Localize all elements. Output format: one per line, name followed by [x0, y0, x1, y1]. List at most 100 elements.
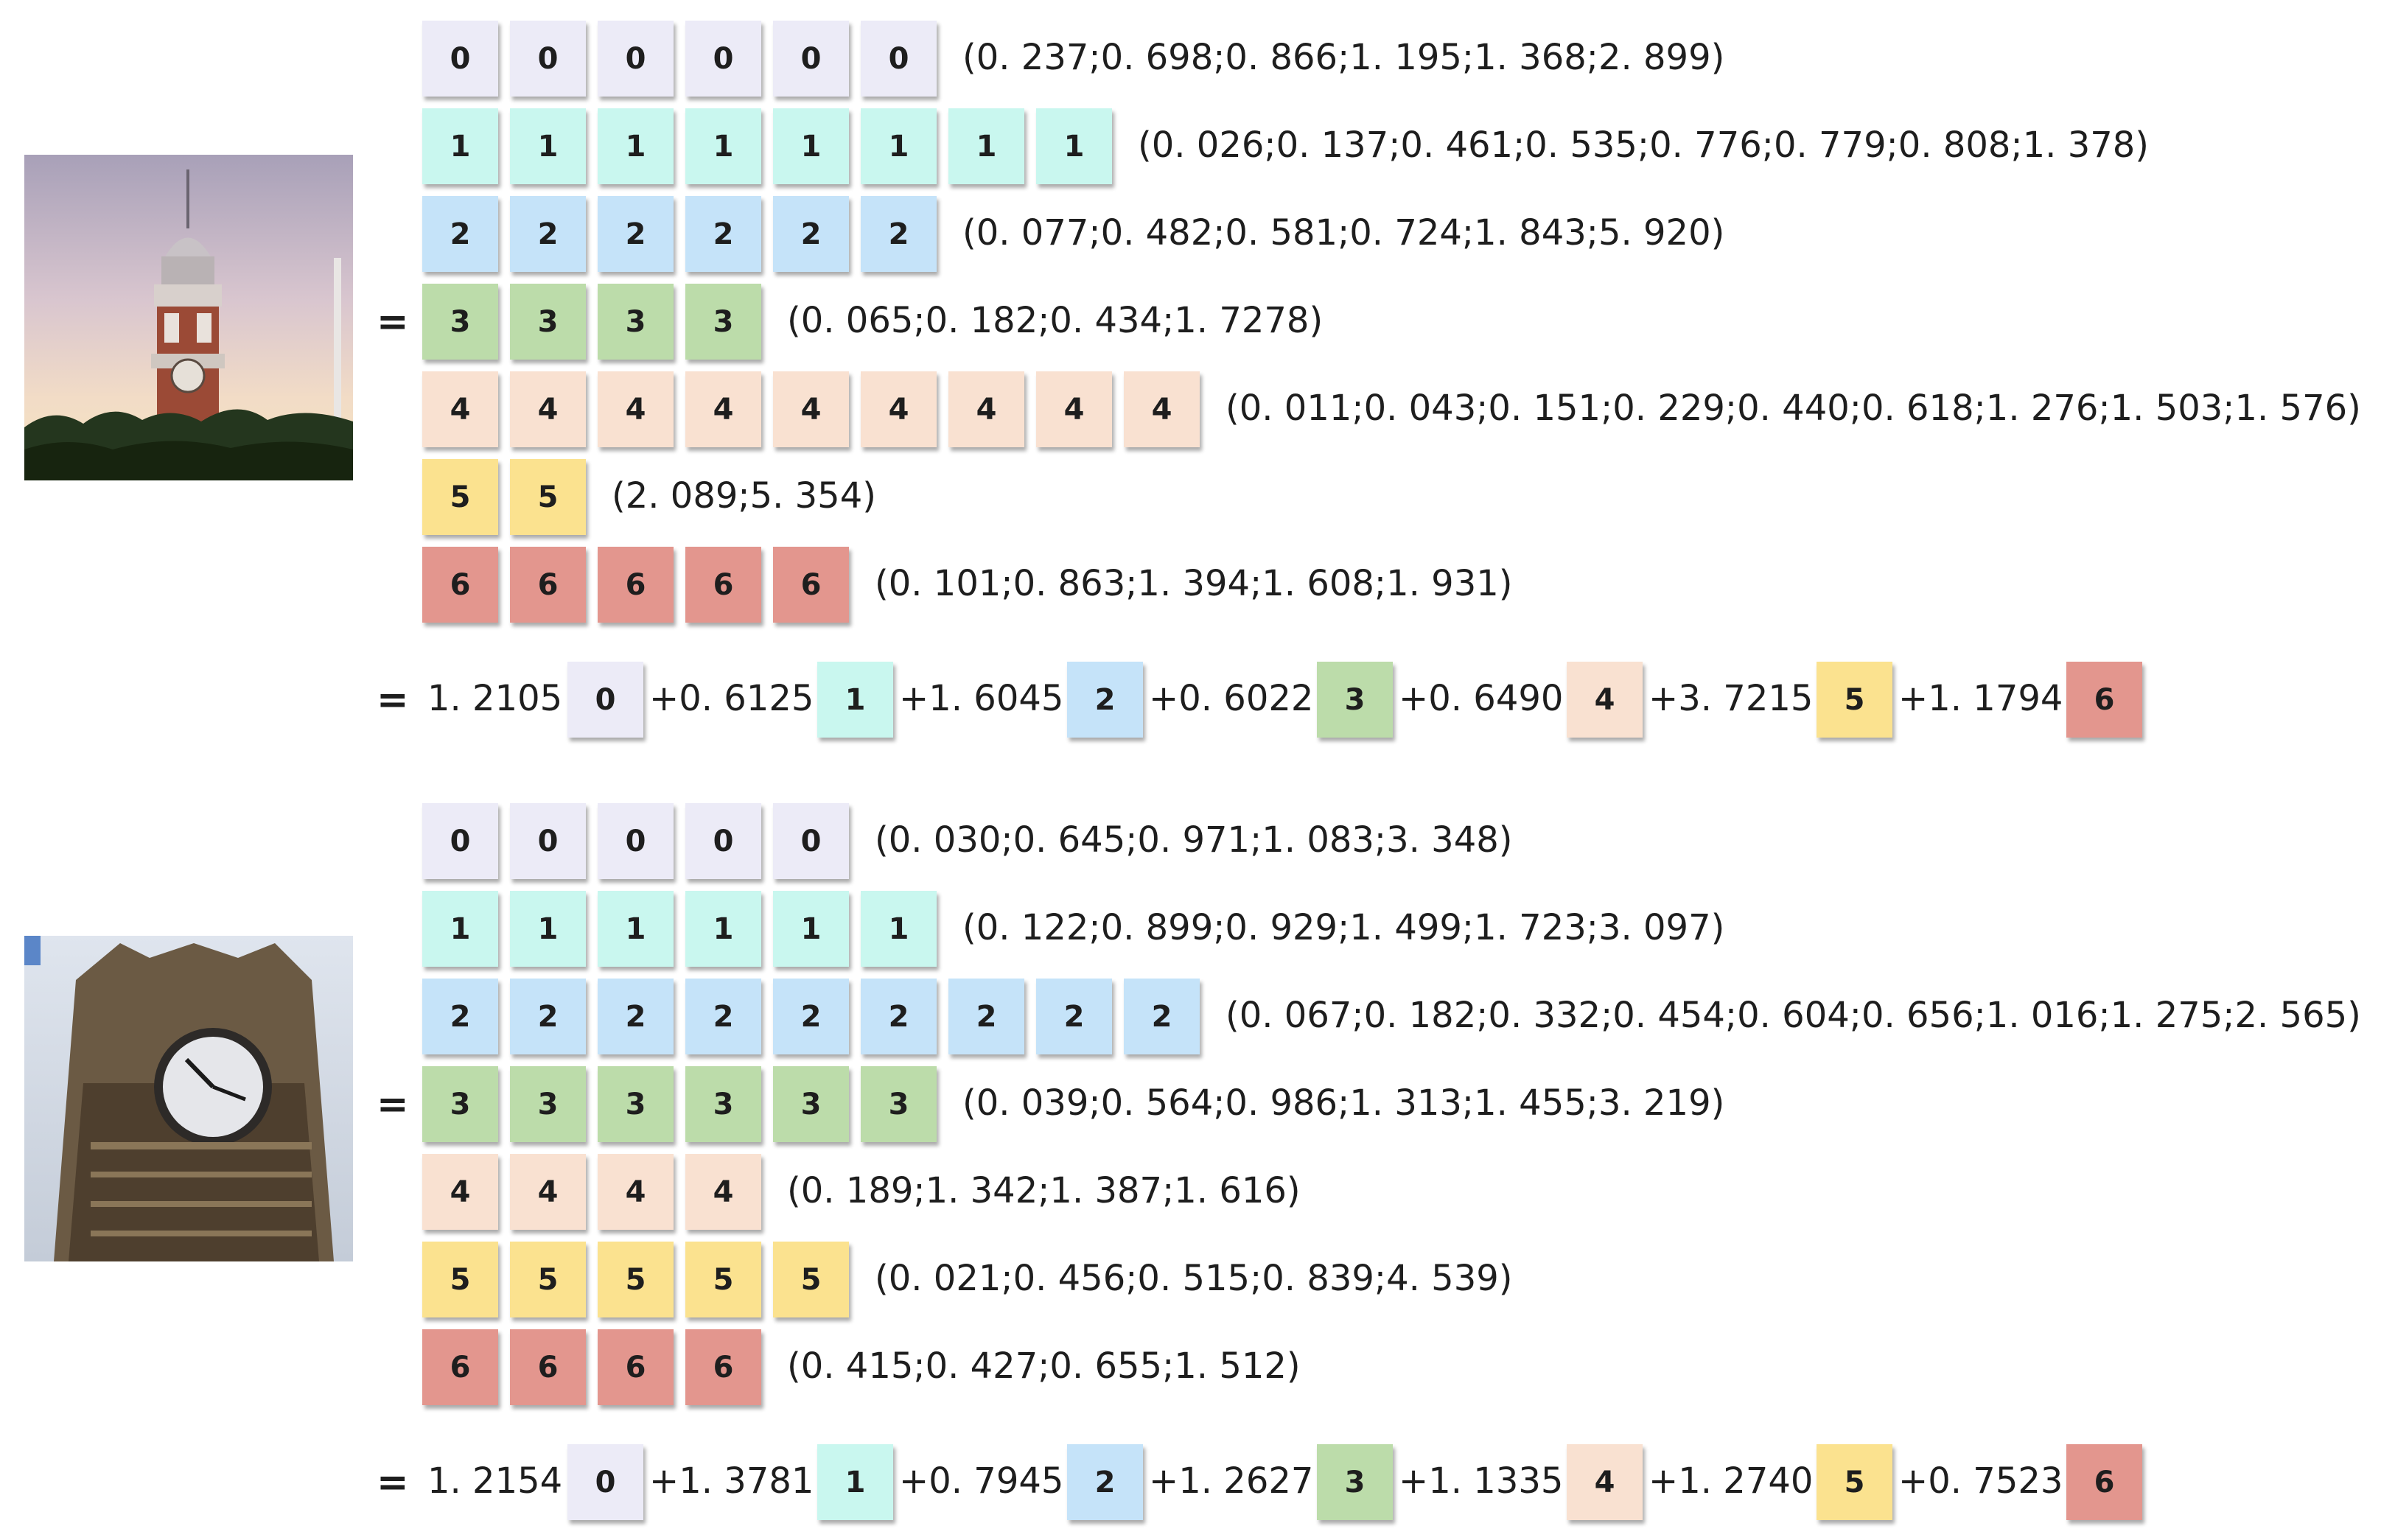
coefficient-vector: (0. 077;0. 482;0. 581;0. 724;1. 843;5. 9… — [962, 212, 1725, 253]
digit-box: 2 — [685, 196, 761, 272]
weight-coefficient: +0. 6490 — [1399, 678, 1564, 719]
digit-box: 3 — [422, 284, 498, 360]
digit-box: 3 — [773, 1066, 849, 1142]
digit-box: 4 — [1567, 662, 1643, 738]
coefficient-vector: (0. 030;0. 645;0. 971;1. 083;3. 348) — [875, 819, 1513, 861]
digit-box: 1 — [861, 108, 937, 184]
digit-box: 6 — [685, 1329, 761, 1405]
digit-box: 4 — [422, 371, 498, 447]
digit-box: 6 — [598, 1329, 674, 1405]
weight-coefficient: +1. 3781 — [649, 1460, 814, 1502]
digit-box: 2 — [598, 196, 674, 272]
digit-box: 4 — [861, 371, 937, 447]
digit-box: 0 — [773, 803, 849, 879]
coefficient-vector: (0. 026;0. 137;0. 461;0. 535;0. 776;0. 7… — [1138, 125, 2150, 166]
clock-tower-photo — [24, 155, 353, 480]
coefficient-vector: (2. 089;5. 354) — [612, 475, 876, 517]
digit-box: 2 — [510, 196, 586, 272]
digit-box: 6 — [510, 547, 586, 623]
digit-box: 3 — [1317, 662, 1393, 738]
digit-box: 3 — [685, 284, 761, 360]
digit-box: 1 — [422, 108, 498, 184]
digit-box: 4 — [422, 1154, 498, 1230]
weight-coefficient: +1. 1794 — [1898, 678, 2063, 719]
digit-box: 6 — [422, 547, 498, 623]
digit-box: 3 — [510, 1066, 586, 1142]
digit-box: 1 — [422, 891, 498, 967]
digit-box: 0 — [598, 803, 674, 879]
digit-box: 5 — [422, 459, 498, 535]
weight-coefficient: 1. 2154 — [427, 1460, 563, 1502]
digit-box: 2 — [948, 979, 1024, 1054]
digit-box: 6 — [598, 547, 674, 623]
digit-box: 6 — [510, 1329, 586, 1405]
digit-box: 2 — [773, 196, 849, 272]
weight-coefficient: +3. 7215 — [1648, 678, 1814, 719]
digit-box: 1 — [817, 662, 893, 738]
digit-box: 0 — [685, 21, 761, 97]
digit-box: 0 — [685, 803, 761, 879]
digit-box: 0 — [567, 662, 643, 738]
digit-box: 2 — [861, 196, 937, 272]
digit-box: 5 — [510, 1242, 586, 1317]
digit-box: 5 — [1817, 1444, 1892, 1520]
digit-box: 5 — [1817, 662, 1892, 738]
digit-box: 2 — [422, 196, 498, 272]
digit-box: 4 — [1567, 1444, 1643, 1520]
digit-box: 1 — [861, 891, 937, 967]
digit-box: 2 — [685, 979, 761, 1054]
digit-box: 2 — [1124, 979, 1200, 1054]
coefficient-vector: (0. 122;0. 899;0. 929;1. 499;1. 723;3. 0… — [962, 907, 1725, 948]
digit-box: 3 — [422, 1066, 498, 1142]
digit-box: 3 — [685, 1066, 761, 1142]
digit-box: 4 — [685, 371, 761, 447]
digit-box: 6 — [773, 547, 849, 623]
digit-box: 4 — [510, 371, 586, 447]
digit-box: 2 — [1067, 1444, 1143, 1520]
digit-box: 5 — [510, 459, 586, 535]
digit-box: 1 — [948, 108, 1024, 184]
digit-box: 4 — [598, 371, 674, 447]
digit-box: 2 — [1067, 662, 1143, 738]
weight-coefficient: +0. 7945 — [899, 1460, 1064, 1502]
digit-box: 2 — [422, 979, 498, 1054]
weight-coefficient: +1. 6045 — [899, 678, 1064, 719]
coefficient-vector: (0. 101;0. 863;1. 394;1. 608;1. 931) — [875, 563, 1513, 604]
digit-box: 2 — [598, 979, 674, 1054]
digit-box: 2 — [1036, 979, 1112, 1054]
digit-box: 4 — [510, 1154, 586, 1230]
digit-box: 0 — [861, 21, 937, 97]
digit-box: 5 — [598, 1242, 674, 1317]
digit-box: 3 — [861, 1066, 937, 1142]
digit-box: 1 — [510, 891, 586, 967]
digit-box: 0 — [510, 21, 586, 97]
digit-box: 2 — [861, 979, 937, 1054]
digit-box: 1 — [773, 108, 849, 184]
digit-box: 0 — [773, 21, 849, 97]
coefficient-vector: (0. 237;0. 698;0. 866;1. 195;1. 368;2. 8… — [962, 37, 1725, 78]
digit-box: 6 — [685, 547, 761, 623]
digit-box: 5 — [685, 1242, 761, 1317]
digit-box: 0 — [598, 21, 674, 97]
digit-box: 6 — [2066, 662, 2142, 738]
digit-box: 1 — [1036, 108, 1112, 184]
coefficient-vector: (0. 065;0. 182;0. 434;1. 7278) — [787, 300, 1324, 341]
digit-box: 4 — [948, 371, 1024, 447]
coefficient-vector: (0. 415;0. 427;0. 655;1. 512) — [787, 1345, 1301, 1387]
weight-coefficient: +0. 6125 — [649, 678, 814, 719]
digit-box: 5 — [422, 1242, 498, 1317]
digit-box: 0 — [422, 803, 498, 879]
digit-box: 0 — [422, 21, 498, 97]
digit-box: 3 — [510, 284, 586, 360]
digit-box: 1 — [598, 891, 674, 967]
weight-coefficient: +1. 2627 — [1149, 1460, 1314, 1502]
digit-box: 3 — [598, 284, 674, 360]
digit-box: 1 — [773, 891, 849, 967]
big-ben-photo — [24, 936, 353, 1261]
digit-box: 4 — [685, 1154, 761, 1230]
digit-box: 3 — [598, 1066, 674, 1142]
equals-sign: = — [377, 678, 409, 722]
coefficient-vector: (0. 039;0. 564;0. 986;1. 313;1. 455;3. 2… — [962, 1082, 1725, 1124]
coefficient-vector: (0. 021;0. 456;0. 515;0. 839;4. 539) — [875, 1258, 1513, 1299]
coefficient-vector: (0. 189;1. 342;1. 387;1. 616) — [787, 1170, 1301, 1211]
